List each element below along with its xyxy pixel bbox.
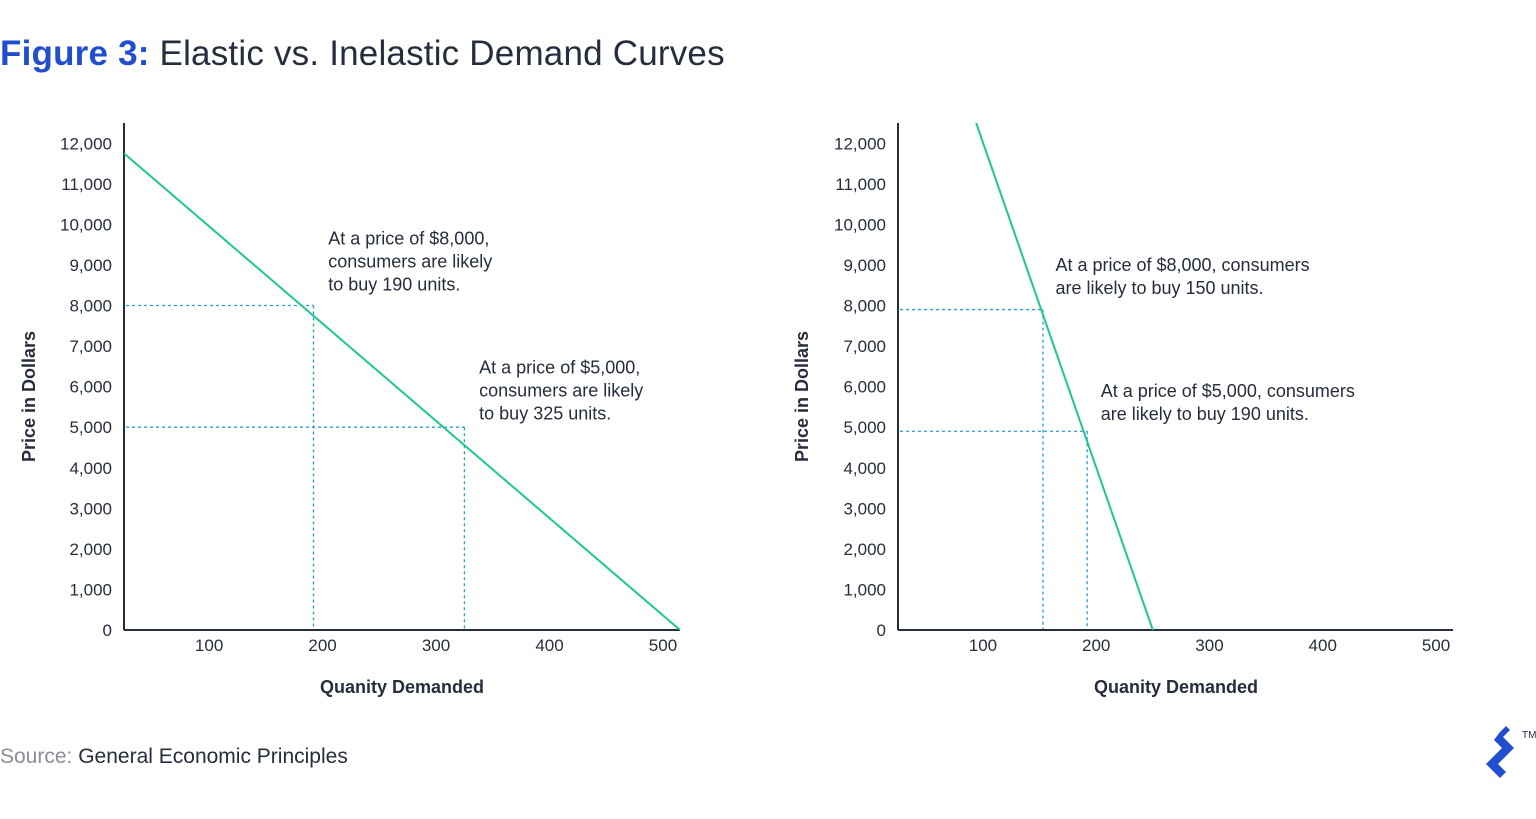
y-tick-label: 2,000 xyxy=(843,540,886,559)
y-tick-label: 3,000 xyxy=(843,499,886,518)
figure-label: Figure 3: xyxy=(0,34,150,73)
logo-mark xyxy=(1486,726,1514,778)
x-tick-label: 200 xyxy=(1082,636,1110,655)
y-tick-label: 8,000 xyxy=(69,297,112,316)
annotation-text: At a price of $5,000, consumers are likel… xyxy=(1101,381,1355,424)
y-tick-label: 9,000 xyxy=(69,256,112,275)
y-tick-label: 9,000 xyxy=(843,256,886,275)
y-tick-label: 11,000 xyxy=(61,175,112,194)
annotation-line: consumers are likely xyxy=(328,252,492,272)
y-tick-label: 7,000 xyxy=(843,337,886,356)
annotation-line: to buy 325 units. xyxy=(479,403,611,423)
y-tick-label: 12,000 xyxy=(834,134,886,153)
y-tick-label: 4,000 xyxy=(843,459,886,478)
y-tick-label: 10,000 xyxy=(60,215,112,234)
trademark-label: TM xyxy=(1522,730,1536,741)
y-axis-title: Price in Dollars xyxy=(19,331,39,462)
x-tick-label: 200 xyxy=(308,636,336,655)
annotation-text: At a price of $8,000, consumers are likel… xyxy=(1055,255,1309,298)
y-tick-label: 7,000 xyxy=(69,337,112,356)
demand-curve-line xyxy=(975,122,1154,631)
annotation-text: At a price of $5,000, consumers are likel… xyxy=(479,357,643,423)
y-tick-label: 0 xyxy=(877,621,886,640)
y-tick-label: 10,000 xyxy=(834,215,886,234)
y-tick-label: 3,000 xyxy=(69,499,112,518)
y-tick-label: 5,000 xyxy=(843,418,886,437)
y-tick-label: 5,000 xyxy=(69,418,112,437)
y-tick-label: 1,000 xyxy=(843,580,886,599)
annotation-line: are likely to buy 150 units. xyxy=(1055,278,1263,298)
x-tick-label: 100 xyxy=(195,636,223,655)
annotation-line: At a price of $8,000, consumers xyxy=(1055,255,1309,275)
y-tick-label: 1,000 xyxy=(69,580,112,599)
toptal-logo-icon: TM xyxy=(1486,726,1536,778)
figure-title: Figure 3: Elastic vs. Inelastic Demand C… xyxy=(0,32,725,76)
y-axis-title: Price in Dollars xyxy=(792,331,812,462)
y-tick-label: 6,000 xyxy=(843,378,886,397)
x-tick-label: 500 xyxy=(1422,636,1450,655)
annotation-line: At a price of $5,000, xyxy=(479,357,640,377)
x-tick-label: 300 xyxy=(422,636,450,655)
elastic-demand-chart: 0 1,000 2,000 3,000 4,000 5,000 6,000 7,000 8,00… xyxy=(19,123,681,697)
y-tick-label: 2,000 xyxy=(69,540,112,559)
y-tick-label: 4,000 xyxy=(69,459,112,478)
demand-curve-line xyxy=(123,152,681,631)
annotation-text: At a price of $8,000, consumers are likel… xyxy=(328,229,492,295)
source-text: General Economic Principles xyxy=(78,745,348,768)
figure-title-text: Elastic vs. Inelastic Demand Curves xyxy=(159,34,725,73)
x-axis-title: Quanity Demanded xyxy=(320,677,484,697)
annotation-line: consumers are likely xyxy=(479,380,643,400)
y-tick-label: 12,000 xyxy=(60,134,112,153)
source-label: Source: xyxy=(0,745,73,768)
x-tick-label: 100 xyxy=(969,636,997,655)
annotation-line: At a price of $8,000, xyxy=(328,229,489,249)
x-axis-title: Quanity Demanded xyxy=(1094,677,1258,697)
x-tick-label: 300 xyxy=(1195,636,1223,655)
x-tick-label: 500 xyxy=(649,636,677,655)
annotation-line: to buy 190 units. xyxy=(328,275,460,295)
inelastic-demand-chart: 0 1,000 2,000 3,000 4,000 5,000 6,000 7,000 8,00… xyxy=(792,122,1453,697)
annotation-line: are likely to buy 190 units. xyxy=(1101,404,1309,424)
y-tick-label: 6,000 xyxy=(69,378,112,397)
y-tick-label: 8,000 xyxy=(843,297,886,316)
x-tick-label: 400 xyxy=(535,636,563,655)
x-tick-label: 400 xyxy=(1309,636,1337,655)
annotation-line: At a price of $5,000, consumers xyxy=(1101,381,1355,401)
y-tick-label: 11,000 xyxy=(835,175,886,194)
source-line: Source: General Economic Principles xyxy=(0,745,348,769)
y-tick-label: 0 xyxy=(103,621,112,640)
